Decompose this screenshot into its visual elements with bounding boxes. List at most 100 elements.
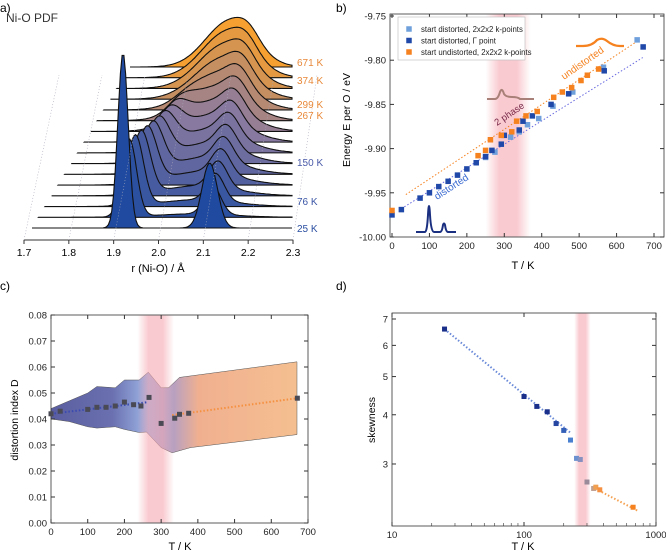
legend-box — [397, 16, 526, 61]
data-point — [177, 411, 182, 417]
data-point — [559, 89, 566, 95]
data-point — [482, 147, 489, 154]
two-phase-shaded-region — [137, 315, 174, 523]
y-tick-label: -9.95 — [364, 188, 386, 199]
data-point — [548, 101, 554, 108]
two-phase-peak-sketch-icon — [487, 88, 534, 100]
pdf-ridge-curve — [43, 133, 293, 208]
data-point — [509, 129, 515, 135]
x-tick-label: 1.9 — [106, 247, 121, 259]
data-point — [498, 141, 505, 147]
legend: start distorted, 2x2x2 k-points start dis… — [397, 16, 532, 61]
data-point — [445, 178, 451, 185]
pdf-ridge-curve — [71, 115, 293, 165]
x-axis-label: T / K — [511, 541, 535, 553]
temperature-label: 76 K — [297, 197, 318, 208]
x-axis-label: T / K — [168, 541, 192, 553]
data-point — [94, 404, 100, 410]
y-axis-label: skewness — [366, 397, 378, 443]
data-point — [507, 134, 514, 140]
data-point — [523, 113, 529, 119]
data-point — [294, 395, 300, 401]
x-axis-label: T / K — [511, 260, 535, 272]
x-tick-label: 1.8 — [62, 247, 77, 259]
x-tick-label: 400 — [534, 241, 550, 252]
legend-entry: start distorted, 2x2x2 k-points — [421, 25, 523, 34]
data-point — [584, 72, 591, 78]
pdf-ridge-curve — [51, 129, 293, 197]
y-tick-label: 0.04 — [29, 415, 48, 426]
y-tick-label: -10.00 — [359, 233, 386, 244]
x-tick-label: 1.7 — [17, 247, 32, 259]
data-point — [487, 137, 494, 143]
data-point — [158, 420, 164, 426]
data-point — [501, 132, 508, 139]
x-tick-label: 600 — [609, 241, 625, 252]
x-tick-label: 0 — [48, 527, 53, 538]
undistorted-peak-sketch-icon — [576, 37, 624, 48]
x-axis: 1.7 1.8 1.9 2.0 2.1 2.2 2.3 — [17, 74, 318, 259]
grid-line — [203, 74, 232, 241]
y-tick-label: 0.08 — [29, 311, 48, 322]
data-point — [601, 68, 607, 74]
data-point — [600, 64, 607, 71]
data-point — [550, 94, 557, 101]
y-tick-label: 4 — [383, 410, 388, 421]
x-tick-label: 200 — [459, 241, 475, 252]
x-axis-label: r (Ni-O) / Å — [131, 262, 185, 275]
data-point — [565, 91, 572, 97]
panel-b-energy-chart: Energy E per O / eV T / K 0 100 200 300 400 5… — [341, 12, 665, 272]
data-point — [489, 147, 495, 154]
x-tick-label: 500 — [571, 241, 587, 252]
data-point — [534, 403, 540, 409]
data-point — [112, 403, 118, 409]
x-tick-label: 100 — [421, 241, 437, 252]
temperature-label: 150 K — [297, 158, 323, 169]
data-point — [524, 121, 531, 128]
data-point — [593, 484, 599, 490]
data-point — [426, 190, 433, 196]
data-point — [568, 84, 575, 91]
data-point — [553, 421, 559, 427]
temperature-label: 671 K — [297, 58, 323, 69]
panel-a-title: Ni-O PDF — [6, 11, 58, 25]
data-point — [172, 415, 178, 421]
panel-label-d: d) — [336, 279, 347, 293]
y-tick-label: -9.80 — [364, 56, 386, 67]
data-point — [146, 394, 152, 400]
x-tick-label: 10 — [387, 530, 398, 541]
data-point — [574, 455, 580, 461]
data-point — [634, 37, 640, 43]
panel-label-c: c) — [0, 279, 10, 293]
data-point — [482, 153, 489, 160]
fit-line — [172, 397, 298, 417]
ridges — [32, 16, 293, 229]
data-point — [567, 437, 573, 443]
data-point — [534, 108, 540, 115]
data-point — [535, 115, 542, 122]
y-tick-label: 0.02 — [29, 467, 48, 478]
annotation-undistorted: undistorted — [559, 45, 606, 82]
y-tick-label: 5 — [383, 372, 388, 383]
panel-c-distortion-chart: distortion index D T / K 0 100 200 300 400 50… — [9, 311, 316, 554]
data-point — [498, 132, 505, 139]
fit-line — [591, 486, 639, 512]
data-point — [57, 408, 63, 414]
grid-line — [68, 74, 103, 241]
pdf-ridge-curve — [63, 120, 293, 175]
x-tick-label: 100 — [516, 530, 532, 541]
grid-line — [247, 74, 275, 241]
x-tick-label: 700 — [646, 241, 662, 252]
y-tick-label: 0.03 — [29, 441, 48, 452]
temperature-label: 299 K — [297, 100, 323, 111]
y-tick-label: -9.85 — [364, 100, 386, 111]
data-point — [48, 411, 54, 417]
y-tick-label: -9.75 — [364, 12, 386, 23]
data-point — [473, 159, 479, 166]
temperature-label: 25 K — [297, 224, 318, 235]
x-tick-label: 100 — [80, 527, 96, 538]
y-tick-label: 0.06 — [29, 363, 48, 374]
x-tick-label: 300 — [153, 527, 169, 538]
x-tick-label: 1000 — [645, 530, 666, 541]
